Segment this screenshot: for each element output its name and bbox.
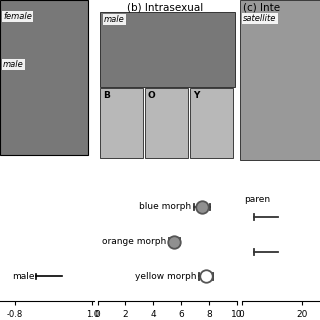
Bar xyxy=(190,88,233,158)
Bar xyxy=(100,88,143,158)
Text: O: O xyxy=(148,91,156,100)
Text: B: B xyxy=(103,91,110,100)
Bar xyxy=(145,88,188,158)
Bar xyxy=(0,0,88,155)
Bar xyxy=(100,12,235,87)
Text: yellow morph: yellow morph xyxy=(135,272,196,281)
Text: blue morph: blue morph xyxy=(139,202,191,211)
Text: (c) Inte: (c) Inte xyxy=(243,2,280,12)
Text: male: male xyxy=(12,272,34,281)
Text: male: male xyxy=(3,60,24,69)
Text: orange morph: orange morph xyxy=(101,237,166,246)
Text: male: male xyxy=(104,15,125,24)
Text: (b) Intrasexual: (b) Intrasexual xyxy=(127,2,203,12)
Bar xyxy=(240,0,320,160)
Text: female: female xyxy=(3,12,32,21)
Text: paren: paren xyxy=(244,195,271,204)
Text: Y: Y xyxy=(193,91,199,100)
Text: satellite: satellite xyxy=(243,14,276,23)
